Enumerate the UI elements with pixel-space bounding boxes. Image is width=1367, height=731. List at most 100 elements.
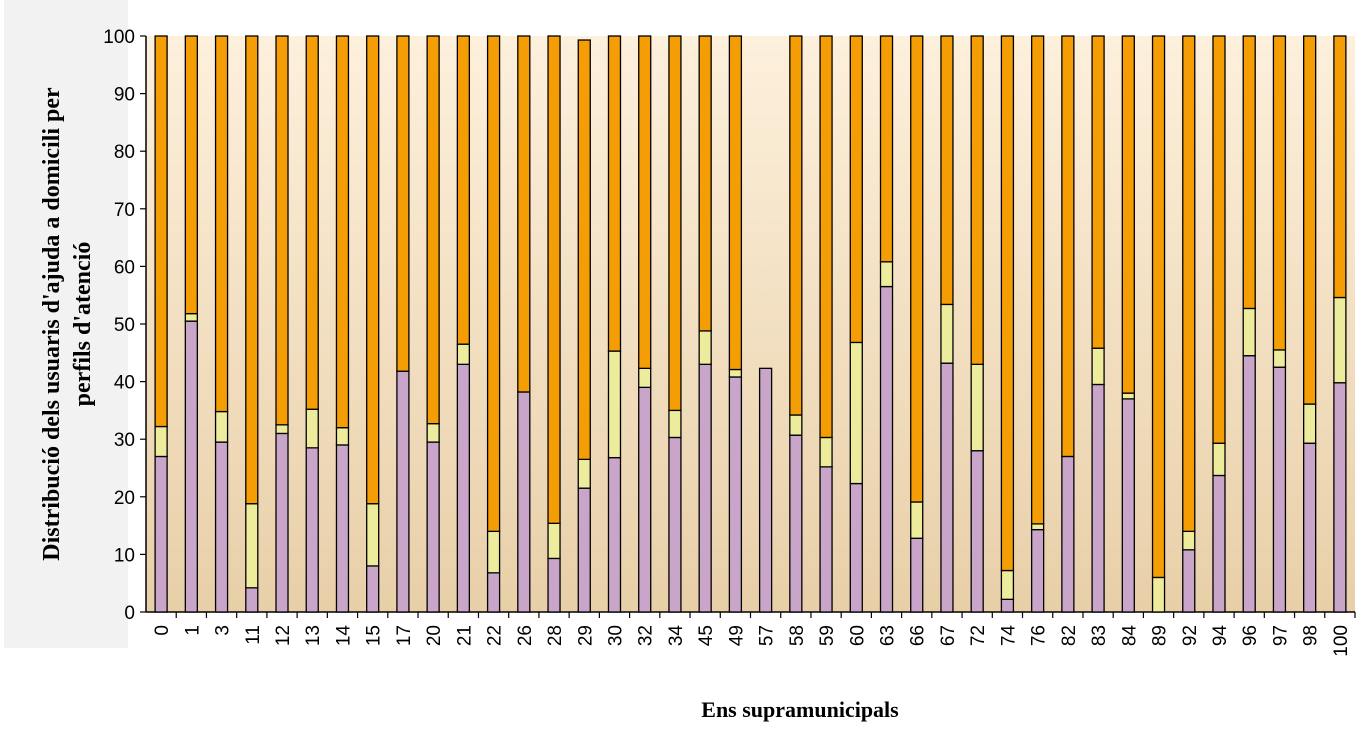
bar-segment-11-series-3 [245,35,259,505]
bar-segment-0-series-3 [154,35,168,428]
x-tick-label: 13 [303,625,324,646]
x-tick-label: 0 [152,625,173,636]
x-tick-label: 72 [968,625,989,646]
bar-segment-66-series-1 [910,537,924,613]
x-tick-label: 60 [847,625,868,646]
bar-segment-12-series-3 [275,35,289,426]
bar-segment-97-series-1 [1272,366,1287,613]
bar-segment-82-series-3 [1061,35,1075,458]
x-tick-label: 28 [545,625,566,646]
x-tick-label: 1 [182,625,203,636]
bar-segment-94-series-3 [1212,35,1226,444]
y-tick-label: 0 [124,603,135,624]
bar-segment-0-series-2 [154,425,168,458]
bar-segment-58-series-3 [789,35,803,416]
bar-segment-63-series-1 [879,285,894,613]
bar-segment-84-series-1 [1121,398,1135,613]
x-tick-label: 67 [938,625,959,646]
bar-segment-13-series-3 [305,35,319,410]
x-tick-label: 22 [485,625,506,646]
bar-segment-11-series-1 [245,587,259,613]
bar-segment-58-series-1 [789,434,803,613]
x-tick-label: 34 [666,625,687,647]
bar-segment-0-series-1 [154,455,168,613]
bar-segment-32-series-2 [638,367,652,389]
bar-segment-76-series-1 [1030,528,1045,613]
bar-segment-72-series-1 [970,450,984,613]
bar-segment-83-series-2 [1091,347,1105,386]
bar-segment-26-series-3 [517,35,531,393]
bar-segment-45-series-1 [698,363,712,613]
bar-segment-49-series-3 [728,35,743,371]
bar-segment-83-series-3 [1091,35,1105,349]
x-tick-label: 89 [1150,625,1171,646]
bar-segment-96-series-2 [1242,307,1256,357]
bar-segment-58-series-2 [789,414,803,436]
bar-segment-72-series-3 [970,35,984,365]
bar-segment-59-series-3 [819,35,833,439]
bar-segment-12-series-1 [275,432,289,613]
bar-segment-15-series-1 [366,565,380,613]
bar-segment-100-series-3 [1333,35,1347,299]
bar-segment-32-series-3 [638,35,652,370]
bar-segment-89-series-2 [1151,576,1166,613]
x-tick-label: 58 [787,625,808,646]
bar-segment-30-series-1 [607,456,622,613]
bar-segment-74-series-1 [1000,598,1015,613]
x-tick-label: 100 [1331,625,1352,657]
bar-segment-30-series-3 [607,35,622,352]
bar-segment-97-series-2 [1272,349,1287,368]
bar-segment-59-series-1 [819,466,833,613]
bar-segment-1-series-1 [184,320,198,613]
bar-segment-28-series-2 [547,522,561,560]
bar-segment-20-series-3 [426,35,440,425]
bar-segment-3-series-1 [214,441,229,613]
bar-segment-92-series-2 [1182,530,1196,551]
x-tick-label: 12 [273,625,294,646]
bar-segment-26-series-1 [517,391,531,613]
bar-segment-21-series-2 [456,343,471,365]
y-tick-label: 80 [114,142,135,163]
bar-segment-21-series-1 [456,363,471,613]
y-tick-label: 100 [103,27,135,48]
bar-segment-94-series-2 [1212,442,1226,477]
bar-segment-59-series-2 [819,436,833,468]
bar-segment-34-series-1 [668,436,682,613]
bar-segment-17-series-1 [396,370,410,613]
y-axis-label-box: Distribució dels usuaris d'ajuda a domic… [4,0,128,648]
bar-segment-84-series-2 [1121,392,1135,400]
bar-segment-92-series-3 [1182,35,1196,533]
bar-segment-49-series-2 [728,368,743,378]
bar-segment-32-series-1 [638,386,652,613]
x-tick-label: 92 [1180,625,1201,646]
bar-segment-34-series-2 [668,409,682,439]
x-tick-label: 57 [757,625,778,646]
bar-segment-1-series-2 [184,312,198,322]
bar-segment-96-series-1 [1242,355,1256,613]
bar-segment-72-series-2 [970,363,984,452]
bar-segment-22-series-3 [486,35,501,533]
bar-segment-34-series-3 [668,35,682,412]
bar-segment-83-series-1 [1091,383,1105,613]
bar-segment-89-series-3 [1151,35,1166,579]
bar-segment-98-series-2 [1303,403,1317,444]
bar-segment-14-series-3 [335,35,350,429]
bar-segment-66-series-2 [910,501,924,539]
x-tick-label: 29 [575,625,596,646]
x-tick-label: 26 [515,625,536,646]
bar-segment-84-series-3 [1121,35,1135,394]
bar-segment-66-series-3 [910,35,924,503]
bar-segment-22-series-2 [486,530,501,574]
x-tick-label: 96 [1240,625,1261,646]
bar-segment-14-series-1 [335,444,350,613]
bar-segment-76-series-2 [1030,523,1045,531]
bar-segment-82-series-1 [1061,455,1075,613]
bar-segment-100-series-1 [1333,382,1347,613]
x-tick-label: 17 [394,625,415,646]
x-axis-label: Ens supramunicipals [701,697,899,722]
bar-segment-94-series-1 [1212,474,1226,613]
bar-segment-97-series-3 [1272,35,1287,351]
bar-segment-60-series-2 [849,341,863,485]
x-tick-label: 63 [878,625,899,646]
